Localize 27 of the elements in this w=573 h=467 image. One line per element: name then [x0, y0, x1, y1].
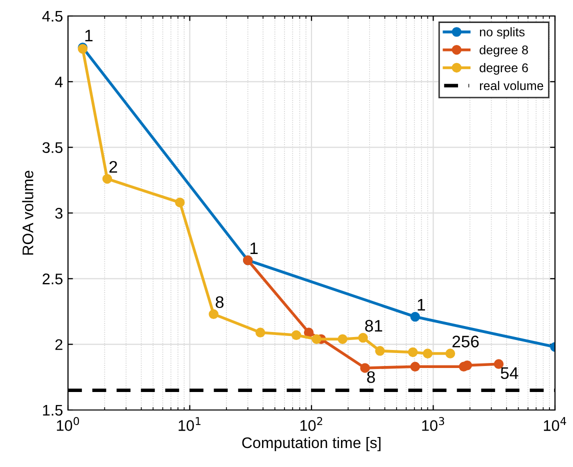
y-tick-label: 2.5 [42, 274, 62, 284]
x-tick-label: 10$^{1}$ [178, 417, 200, 431]
annotation: 81 [365, 320, 382, 332]
x-tick-label: 10$^{0}$ [56, 417, 80, 431]
x-axis-title: Computation time [s] [242, 436, 380, 452]
annotation: 54 [500, 367, 518, 380]
annotation: 1 [250, 242, 258, 254]
annotation: 8 [367, 371, 375, 383]
y-tick-label: 3 [55, 208, 62, 219]
legend-label: degree 8 [480, 45, 528, 57]
annotation: 2 [109, 160, 118, 173]
annotation: 256 [452, 336, 479, 348]
y-tick-label: 4 [54, 76, 63, 88]
legend-label: real volume [480, 80, 544, 90]
annotation: 8 [216, 296, 224, 308]
x-tick-label: 10$^{3}$ [422, 417, 444, 431]
y-axis-title: ROA volume [22, 170, 34, 255]
legend-label: no splits [480, 27, 525, 39]
y-tick-label: 1.5 [43, 405, 62, 416]
annotation: 1 [85, 30, 93, 42]
annotation: 1 [418, 299, 425, 311]
y-tick-label: 3.5 [42, 142, 62, 154]
y-tick-label: 2 [55, 339, 62, 350]
x-tick-label: 10$^{4}$ [544, 417, 566, 431]
x-tick-label: 10$^{2}$ [300, 417, 322, 431]
legend-label: degree 6 [480, 63, 528, 75]
y-tick-label: 4.5 [42, 11, 62, 22]
